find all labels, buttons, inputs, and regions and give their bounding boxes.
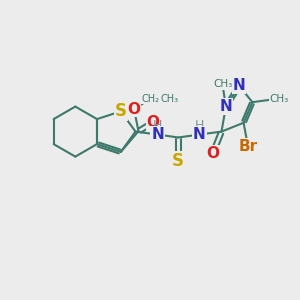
- Text: H: H: [153, 118, 162, 132]
- Text: O: O: [206, 146, 219, 161]
- Text: H: H: [195, 118, 204, 132]
- Text: N: N: [233, 79, 245, 94]
- Text: S: S: [172, 152, 184, 170]
- Text: S: S: [115, 102, 127, 120]
- Text: CH₂: CH₂: [141, 94, 159, 104]
- Text: O: O: [128, 102, 141, 117]
- Text: CH₃: CH₃: [213, 80, 232, 89]
- Text: N: N: [193, 127, 206, 142]
- Text: O: O: [147, 115, 160, 130]
- Text: N: N: [151, 127, 164, 142]
- Text: CH₃: CH₃: [269, 94, 289, 104]
- Text: N: N: [220, 99, 232, 114]
- Text: Br: Br: [238, 139, 258, 154]
- Text: CH₃: CH₃: [160, 94, 178, 104]
